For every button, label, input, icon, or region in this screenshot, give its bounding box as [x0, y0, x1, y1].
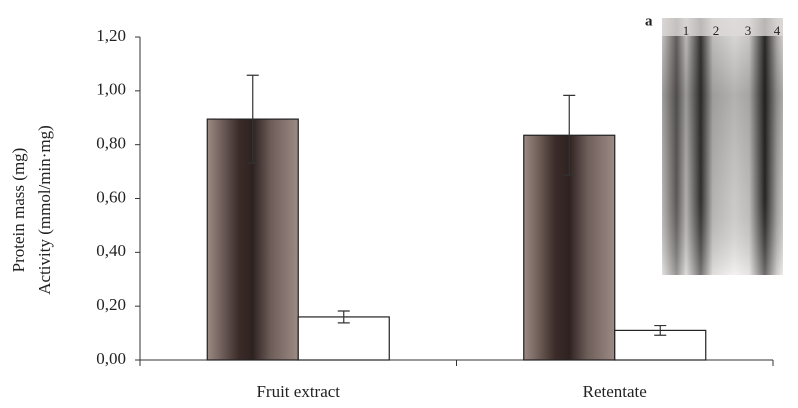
lane-label: 4	[774, 23, 781, 38]
y-tick-label: 0,80	[96, 134, 126, 153]
lane-label: 2	[713, 23, 720, 38]
y-tick-label: 0,40	[96, 241, 126, 260]
y-tick-label: 0,00	[96, 349, 126, 368]
lane-label: 1	[683, 23, 690, 38]
y-axis-label: Activity (mmol/min·mg)	[35, 125, 54, 295]
inset-label: a	[645, 13, 653, 29]
y-tick-label: 0,60	[96, 187, 126, 206]
y-tick-label: 1,20	[96, 26, 126, 45]
y-tick-label: 0,20	[96, 295, 126, 314]
lane-label: 3	[745, 23, 752, 38]
y-tick-label: 1,00	[96, 80, 126, 99]
x-tick-label: Retentate	[583, 382, 647, 401]
y-axis-label: Protein mass (mg)	[9, 148, 28, 273]
gel-image	[662, 18, 783, 275]
chart: a 1 2 3 4 Protein mass (mg) Activity (mm…	[0, 0, 798, 408]
x-tick-label: Fruit extract	[256, 382, 340, 401]
